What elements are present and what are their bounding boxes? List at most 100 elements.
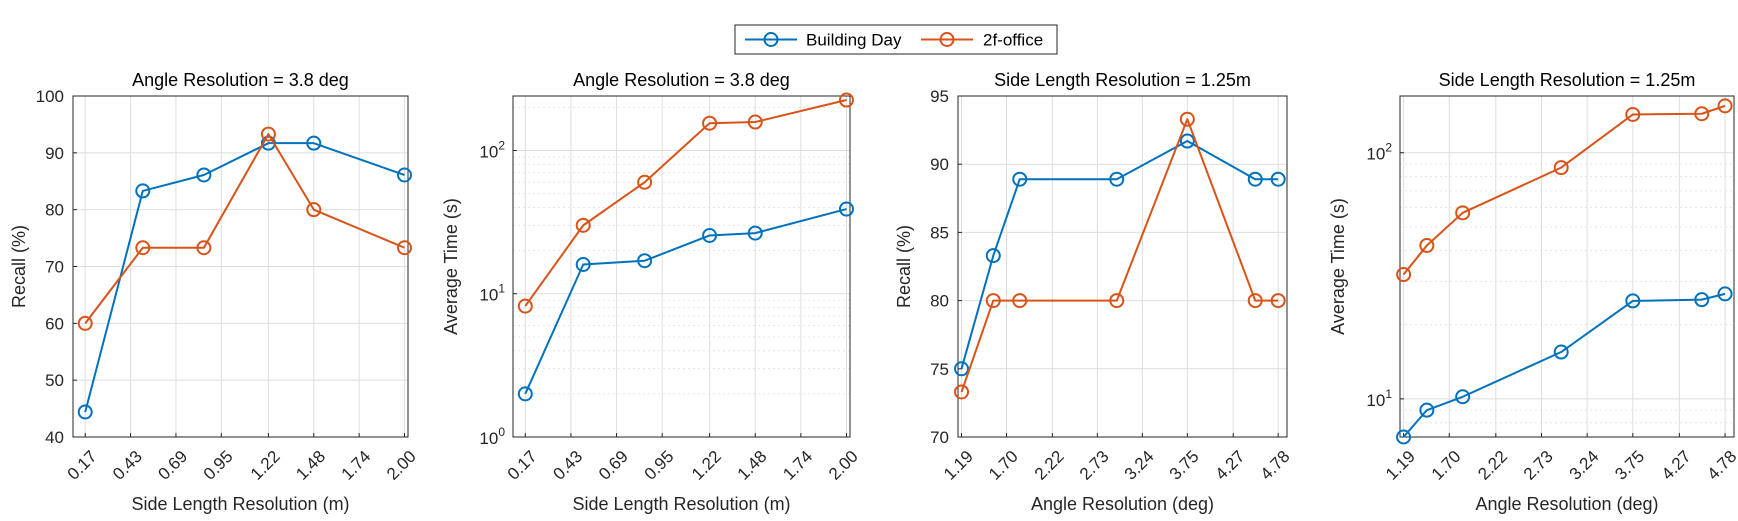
- x-axis-label: Angle Resolution (deg): [1475, 494, 1658, 514]
- data-point-building-day: [196, 167, 212, 183]
- x-tick-label: 3.24: [1121, 447, 1158, 484]
- legend-label-2f-office: 2f-office: [983, 31, 1043, 50]
- y-tick-label: 40: [45, 428, 64, 447]
- y-tick-label: 75: [930, 360, 949, 379]
- data-point-2f-office: [196, 240, 212, 256]
- x-axis-label: Side Length Resolution (m): [131, 494, 349, 514]
- series-line-building-day: [84, 142, 405, 413]
- chart-title: Side Length Resolution = 1.25m: [1439, 70, 1696, 90]
- x-tick-label: 0.95: [641, 447, 678, 484]
- legend: Building Day 2f-office: [734, 24, 1058, 55]
- x-tick-label: 0.17: [504, 447, 541, 484]
- series-line-building-day: [960, 140, 1279, 370]
- data-point-2f-office: [702, 115, 718, 131]
- data-point-building-day: [637, 253, 653, 269]
- axes-box: [1399, 95, 1735, 438]
- y-axis-label: Recall (%): [9, 225, 29, 308]
- x-tick-label: 0.43: [549, 447, 586, 484]
- y-tick-label: 102: [1366, 141, 1392, 164]
- y-tick-label: 90: [45, 144, 64, 163]
- data-point-building-day: [1396, 429, 1412, 445]
- x-tick-label: 2.73: [1520, 447, 1557, 484]
- x-tick-label: 0.69: [154, 447, 191, 484]
- data-point-building-day: [1694, 292, 1710, 308]
- series-line-2f-office: [1402, 104, 1726, 276]
- chart-title: Angle Resolution = 3.8 deg: [573, 70, 790, 90]
- data-point-building-day: [1270, 171, 1286, 187]
- x-tick-label: 2.00: [383, 447, 420, 484]
- x-tick-label: 1.74: [779, 447, 816, 484]
- y-tick-label: 80: [45, 201, 64, 220]
- x-tick-label: 4.78: [1257, 447, 1294, 484]
- x-tick-label: 2.22: [1031, 447, 1068, 484]
- data-point-building-day: [397, 167, 413, 183]
- axes-box: [512, 95, 851, 438]
- chart-panel-2: 0.17 0.43 0.69 0.95 1.22 1.48 1.74 2.0010010110…: [441, 70, 862, 514]
- y-tick-label: 101: [479, 282, 505, 305]
- x-axis-label: Side Length Resolution (m): [572, 494, 790, 514]
- data-point-building-day: [1455, 389, 1471, 405]
- x-tick-label: 0.43: [109, 447, 146, 484]
- y-tick-label: 80: [930, 292, 949, 311]
- data-point-building-day: [1553, 344, 1569, 360]
- chart-panel-1: 0.17 0.43 0.69 0.95 1.22 1.48 1.74 2.00 40 50 60 70…: [9, 70, 420, 514]
- data-point-2f-office: [517, 298, 533, 314]
- y-tick-label-exponent: 2: [1385, 141, 1392, 155]
- chart-panel-4: 1.19 1.70 2.22 2.73 3.24 3.75 4.27 4.78101102Si…: [1328, 70, 1738, 514]
- plot-area: [958, 96, 1287, 437]
- data-point-building-day: [575, 256, 591, 272]
- y-tick-label-exponent: 0: [498, 425, 505, 439]
- data-point-2f-office: [397, 240, 413, 256]
- data-point-2f-office: [1179, 111, 1195, 127]
- y-axis-label: Recall (%): [894, 225, 914, 308]
- legend-label-building-day: Building Day: [806, 31, 902, 50]
- x-tick-label: 1.19: [1382, 447, 1419, 484]
- data-point-building-day: [1109, 171, 1125, 187]
- data-point-2f-office: [985, 293, 1001, 309]
- y-axis-label: Average Time (s): [441, 198, 461, 335]
- legend-marker-2f-office: [939, 32, 955, 47]
- data-point-building-day: [1625, 293, 1641, 309]
- data-point-2f-office: [1694, 106, 1710, 122]
- data-point-building-day: [702, 227, 718, 243]
- y-tick-label: 50: [45, 371, 64, 390]
- data-point-building-day: [954, 361, 970, 377]
- x-tick-label: 4.27: [1658, 447, 1695, 484]
- x-tick-label: 1.70: [985, 447, 1022, 484]
- data-point-2f-office: [1396, 267, 1412, 283]
- series-line-2f-office: [524, 99, 847, 307]
- axes-box: [957, 95, 1288, 438]
- data-point-building-day: [306, 135, 322, 151]
- x-tick-label: 3.75: [1611, 447, 1648, 484]
- y-tick-label: 101: [1366, 387, 1392, 410]
- data-point-building-day: [1717, 286, 1733, 302]
- y-tick-label-base: 10: [479, 286, 498, 305]
- data-point-2f-office: [1455, 205, 1471, 221]
- y-tick-label: 90: [930, 155, 949, 174]
- data-point-2f-office: [637, 174, 653, 190]
- data-point-building-day: [747, 225, 763, 241]
- data-point-building-day: [135, 183, 151, 199]
- data-point-2f-office: [1717, 98, 1733, 114]
- data-point-building-day: [985, 248, 1001, 264]
- y-tick-label-base: 10: [479, 429, 498, 448]
- data-point-building-day: [1179, 133, 1195, 149]
- y-tick-label: 60: [45, 314, 64, 333]
- x-tick-label: 0.69: [595, 447, 632, 484]
- y-tick-label: 70: [930, 428, 949, 447]
- series-line-2f-office: [960, 118, 1279, 393]
- data-point-2f-office: [135, 240, 151, 256]
- data-point-2f-office: [575, 217, 591, 233]
- data-point-2f-office: [747, 114, 763, 130]
- x-tick-label: 3.24: [1566, 447, 1603, 484]
- y-tick-label-exponent: 1: [498, 282, 505, 296]
- data-point-2f-office: [1553, 160, 1569, 176]
- y-tick-label: 102: [479, 138, 505, 161]
- plot-area: [1400, 96, 1734, 437]
- data-point-building-day: [838, 201, 854, 217]
- x-tick-label: 1.22: [247, 447, 284, 484]
- y-tick-label: 95: [930, 87, 949, 106]
- y-tick-label-exponent: 2: [498, 138, 505, 152]
- y-tick-label: 100: [36, 87, 64, 106]
